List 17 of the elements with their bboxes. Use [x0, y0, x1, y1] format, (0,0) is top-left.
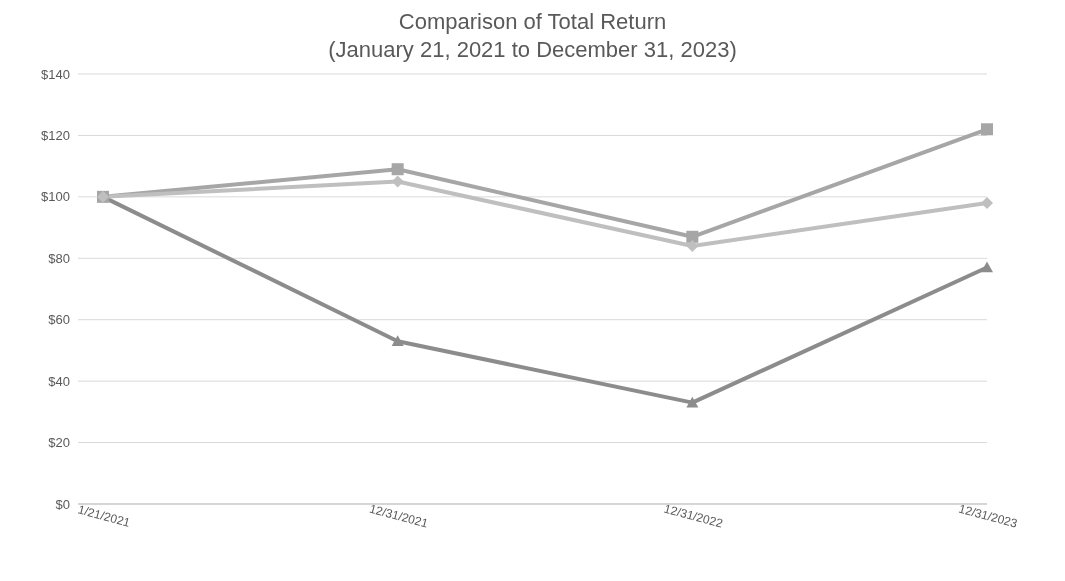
- y-tick-label: $0: [55, 496, 70, 512]
- point: [391, 163, 404, 176]
- y-tick-label: $100: [41, 189, 70, 205]
- point: [981, 261, 993, 273]
- point: [391, 335, 404, 347]
- y-tick-label: $120: [41, 128, 70, 144]
- y-tick-label: $140: [41, 66, 70, 82]
- y-tick-label: $40: [48, 373, 70, 389]
- y-tick-label: $60: [48, 312, 70, 328]
- point: [981, 123, 993, 136]
- y-tick-label: $20: [48, 435, 70, 451]
- chart-title: Comparison of Total Return: [397, 8, 668, 36]
- point: [981, 197, 993, 209]
- point: [686, 396, 699, 408]
- chart-subtitle: (January 21, 2021 to December 31, 2023): [327, 36, 738, 64]
- y-tick-label: $80: [48, 250, 70, 266]
- point: [686, 230, 699, 243]
